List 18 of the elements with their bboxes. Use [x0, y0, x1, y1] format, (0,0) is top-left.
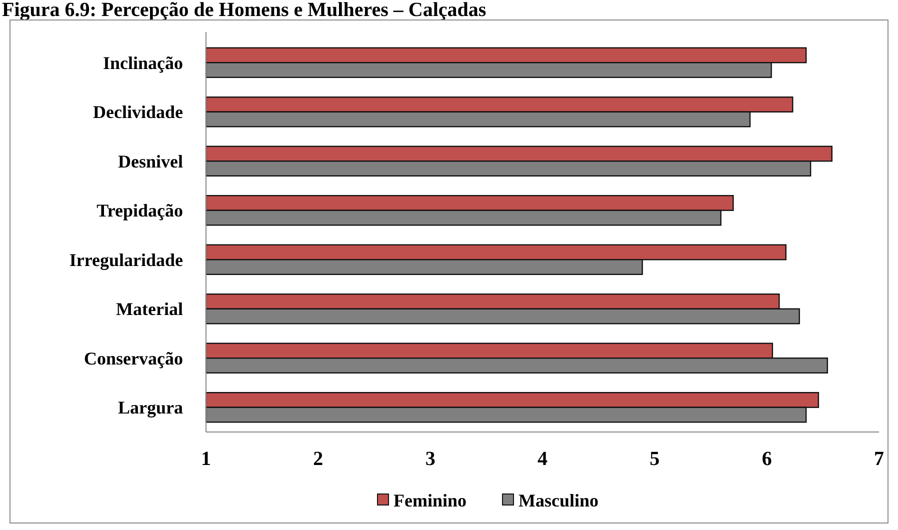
legend-label: Feminino: [394, 490, 467, 510]
x-tick-label: 6: [762, 448, 772, 470]
x-tick-label: 3: [425, 448, 436, 470]
x-tick-label: 5: [650, 448, 660, 470]
y-tick-label: Trepidação: [96, 200, 183, 221]
y-tick-label: Desnivel: [118, 151, 183, 172]
y-tick-label: Material: [116, 299, 183, 320]
y-tick-label: Conservação: [84, 348, 183, 368]
x-tick-label: 1: [201, 448, 211, 470]
x-tick-label: 7: [874, 448, 884, 470]
y-tick-label: Inclinação: [102, 52, 183, 73]
y-tick-label: Largura: [118, 398, 183, 418]
x-tick-label: 2: [313, 448, 324, 470]
chart-title: Figura 6.9: Percepção de Homens e Mulheres – Calçadas: [2, 0, 486, 21]
legend-label: Masculino: [518, 490, 599, 510]
y-tick-label: Declividade: [93, 102, 183, 122]
y-tick-label: Irregularidade: [69, 250, 183, 270]
x-tick-label: 4: [538, 448, 548, 470]
